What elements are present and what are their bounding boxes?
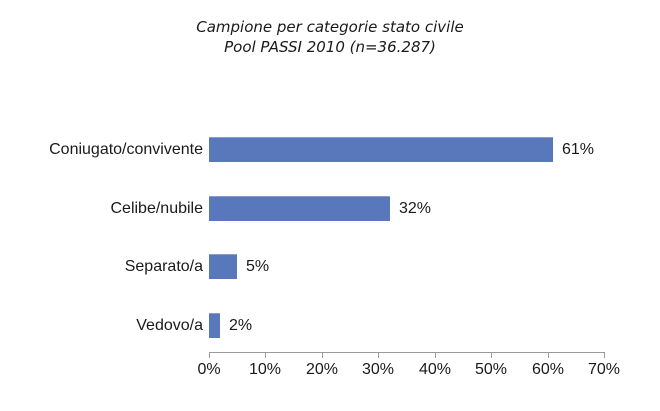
bar-row: Coniugato/convivente 61% [0,137,660,162]
x-axis-tick [604,352,605,358]
value-label: 61% [562,141,595,158]
x-axis-tick-label: 60% [531,361,565,378]
bar [209,254,237,279]
x-axis-tick-label: 40% [418,361,452,378]
x-axis-tick [378,352,379,358]
bar [209,313,220,338]
x-axis-tick [322,352,323,358]
category-label: Coniugato/convivente [49,141,203,158]
x-axis-tick [548,352,549,358]
chart-title: Campione per categorie stato civile Pool… [0,17,660,57]
category-label: Separato/a [124,258,203,275]
value-label: 32% [399,200,432,217]
x-axis-tick [209,352,210,358]
category-label: Celibe/nubile [110,200,203,217]
x-axis-tick-label: 50% [474,361,508,378]
bar-row: Separato/a 5% [0,254,660,279]
x-axis-tick-label: 10% [248,361,282,378]
value-label: 5% [246,258,270,275]
x-axis-tick [435,352,436,358]
bar-row: Celibe/nubile 32% [0,196,660,221]
x-axis-tick-label: 30% [361,361,395,378]
chart-title-line1: Campione per categorie stato civile [196,18,464,36]
bar [209,196,390,221]
bar-row: Vedovo/a 2% [0,313,660,338]
value-label: 2% [229,317,253,334]
x-axis-tick-label: 20% [305,361,339,378]
x-axis-tick [265,352,266,358]
category-label: Vedovo/a [136,317,203,334]
x-axis-tick [491,352,492,358]
bar [209,137,553,162]
chart-title-line2: Pool PASSI 2010 (n=36.287) [224,38,436,56]
x-axis-tick-label: 70% [587,361,621,378]
x-axis-tick-label: 0% [197,361,221,378]
x-axis-line [209,352,605,353]
